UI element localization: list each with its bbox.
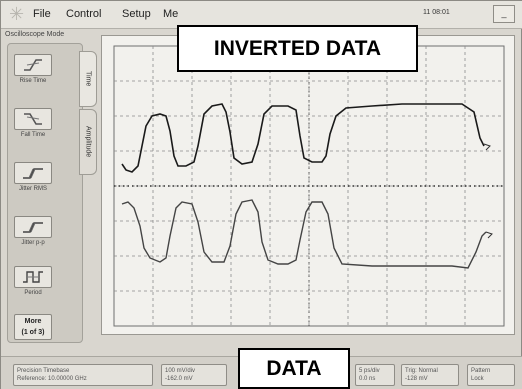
trigger-button[interactable]: Trig: Normal -128 mV [401, 364, 459, 386]
mode-label: Oscilloscope Mode [5, 31, 65, 38]
rise-time-label: Rise Time [19, 78, 47, 84]
tab-time[interactable]: Time [79, 51, 97, 107]
clock-readout: 11 08:01 [423, 9, 450, 16]
tool-jitter-rms[interactable]: Jitter RMS [14, 162, 52, 192]
period-label: Period [24, 290, 42, 296]
channel-scale-button[interactable]: 100 mV/div -162.0 mV [161, 364, 227, 386]
fall-time-label: Fall Time [20, 132, 46, 138]
channel-marker-upper [483, 143, 491, 151]
data-trace [121, 199, 487, 269]
fall-time-button[interactable] [14, 108, 52, 130]
period-button[interactable] [14, 266, 52, 288]
time-position: 0.0 ns [359, 376, 376, 382]
more-label: More [24, 318, 42, 325]
time-scale: 5 ps/div [359, 368, 380, 374]
jitter-rms-label: Jitter RMS [18, 186, 47, 192]
period-icon [23, 271, 43, 283]
jitter-pp-button[interactable] [14, 216, 52, 238]
rise-time-icon [24, 59, 42, 71]
channel-offset: -162.0 mV [165, 376, 193, 382]
tool-period[interactable]: Period [14, 266, 52, 296]
jitter-pp-label: Jitter p-p [21, 240, 45, 246]
measurement-toolbar: Rise Time Fall Time Jitter RMS Jitter p-… [7, 43, 83, 343]
sun-logo-icon: ✳ [9, 4, 25, 24]
fall-time-icon [24, 113, 42, 125]
timebase-scale-button[interactable]: 5 ps/div 0.0 ns [355, 364, 395, 386]
trigger-mode: Trig: Normal [405, 368, 438, 374]
trigger-level: -128 mV [405, 376, 428, 382]
menu-measure[interactable]: Me [163, 8, 179, 20]
tool-rise-time[interactable]: Rise Time [14, 54, 52, 84]
data-callout: DATA [238, 348, 350, 389]
more-page-label: (1 of 3) [21, 329, 45, 336]
pattern-lock-button[interactable]: Pattern Lock [467, 364, 515, 386]
channel-scale: 100 mV/div [165, 368, 196, 374]
lock-label: Lock [471, 376, 484, 382]
tool-jitter-pp[interactable]: Jitter p-p [14, 216, 52, 246]
inverted-data-callout: INVERTED DATA [177, 25, 418, 72]
jitter-rms-button[interactable] [14, 162, 52, 184]
rise-time-button[interactable] [14, 54, 52, 76]
pattern-label: Pattern [471, 368, 491, 374]
tab-amplitude-label: Amplitude [84, 126, 92, 158]
waveform-display[interactable] [101, 35, 515, 335]
menu-file[interactable]: File [33, 8, 51, 20]
menu-setup[interactable]: Setup [122, 8, 151, 20]
menu-bar: ✳ File Control Setup Me 11 08:01 _ [1, 1, 522, 29]
timebase-button[interactable]: Precision Timebase Reference: 10.00000 G… [13, 364, 153, 386]
minimize-button[interactable]: _ [493, 5, 515, 23]
inverted-data-trace [121, 103, 485, 173]
jitter-pp-icon [23, 222, 43, 233]
timebase-reference: Reference: 10.00000 GHz [17, 376, 87, 382]
tab-time-label: Time [84, 71, 92, 87]
channel-marker-lower [485, 231, 493, 239]
more-button[interactable]: More (1 of 3) [14, 314, 52, 340]
menu-control[interactable]: Control [66, 8, 102, 20]
jitter-rms-icon [23, 168, 43, 179]
tool-fall-time[interactable]: Fall Time [14, 108, 52, 138]
timebase-title: Precision Timebase [17, 368, 70, 374]
graticule [113, 45, 505, 327]
tab-amplitude[interactable]: Amplitude [79, 109, 97, 175]
